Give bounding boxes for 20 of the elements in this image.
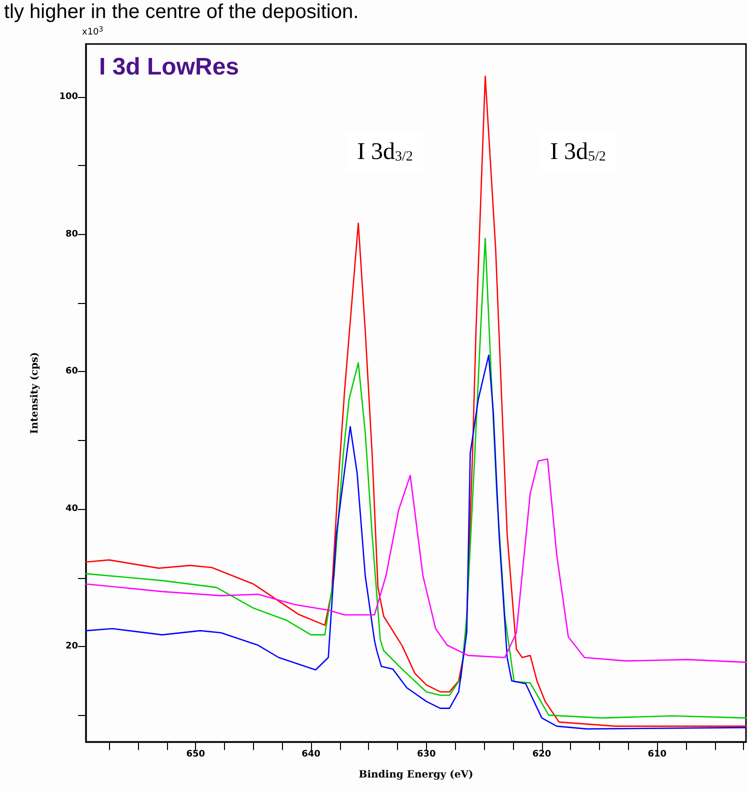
y-tick-label: 20	[65, 642, 78, 652]
y-axis-title: Intensity (cps)	[30, 352, 40, 434]
x-tick-label: 630	[416, 750, 436, 760]
y-tick-label: 40	[65, 504, 78, 514]
x-tick-label: 650	[186, 750, 206, 760]
line-series	[85, 76, 747, 727]
x-axis-title: Binding Energy (eV)	[358, 770, 474, 780]
annotation: I 3d5/2	[550, 139, 606, 165]
x-tick-label: 620	[532, 750, 552, 760]
y-tick-label: 100	[59, 92, 78, 102]
y-tick-label: 80	[65, 229, 78, 240]
line-series	[85, 354, 747, 730]
x-tick-label: 640	[302, 750, 320, 760]
text: tly higher in the centre of the deposition.	[4, 1, 359, 23]
y-tick-label: 60	[65, 366, 78, 377]
chart-title: I 3d LowRes	[99, 54, 240, 80]
annotation: I 3d3/2	[357, 139, 413, 165]
x-tick-label: 610	[648, 750, 667, 760]
line-series	[85, 238, 747, 719]
line-series	[85, 458, 747, 663]
